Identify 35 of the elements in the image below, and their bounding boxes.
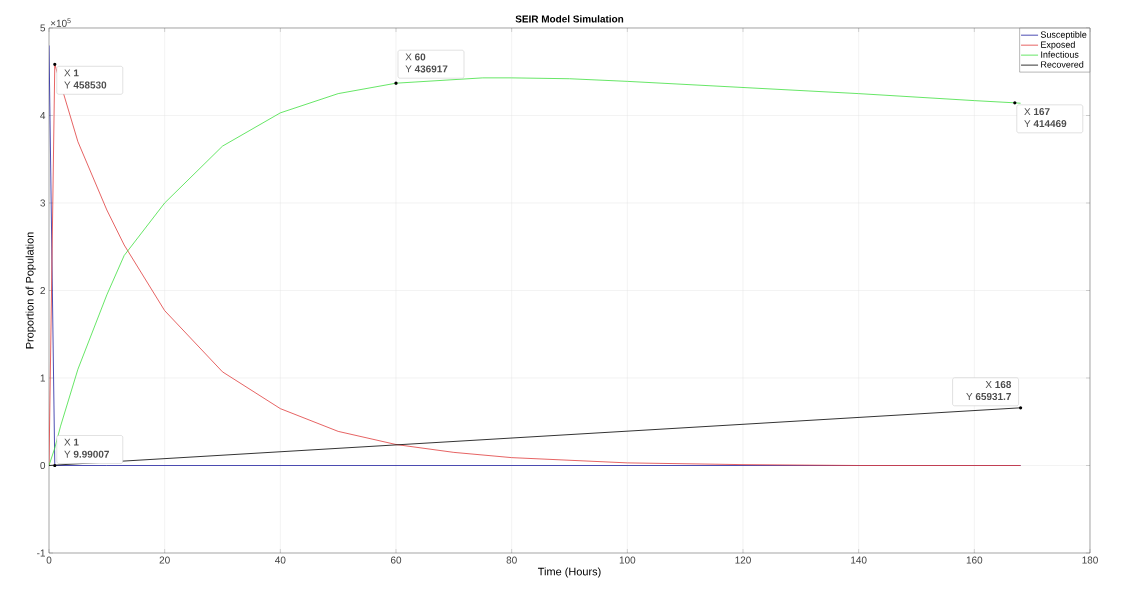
x-tick-label: 140 (851, 556, 867, 564)
y-tick-label: 2 (40, 287, 45, 294)
annotation: Y 9.99007 (64, 450, 109, 458)
y-tick-label: 3 (40, 199, 46, 207)
x-tick-label: 20 (159, 556, 170, 564)
annotation: X 167 (1024, 108, 1050, 116)
annotation: X 60 (405, 53, 426, 61)
annotation: Y 436917 (405, 65, 448, 73)
y-tick-label: 1 (40, 374, 45, 382)
annotation: Y 414469 (1024, 120, 1067, 128)
x-tick-label: 160 (966, 556, 983, 564)
chart-title: SEIR Model Simulation (515, 15, 624, 23)
x-tick-label: 80 (506, 556, 517, 564)
x-tick-label: 60 (390, 556, 402, 564)
annotation: X 168 (985, 381, 1012, 389)
y-axis-title: Proportion of Population (25, 232, 36, 349)
x-tick-label: 0 (46, 556, 52, 564)
annotation: Y 458530 (64, 81, 107, 89)
legend-label: Exposed (1041, 41, 1075, 50)
annotation: X 1 (64, 69, 79, 77)
y-tick-label: 0 (40, 461, 46, 470)
text: ×10$^{5}$ (50, 18, 71, 27)
annotation: Y 65931.7 (966, 393, 1011, 401)
x-tick-label: 120 (735, 556, 751, 564)
y-tick-label: 5 (40, 24, 46, 32)
legend-label: Infectious (1041, 51, 1079, 58)
legend-label: Susceptible (1040, 31, 1087, 40)
x-axis-title: Time (Hours) (537, 567, 601, 578)
x-tick-label: 100 (619, 556, 636, 564)
y-tick-label: 4 (40, 112, 46, 119)
x-tick-label: 40 (275, 556, 286, 564)
x-tick-label: 180 (1082, 556, 1098, 564)
y-tick-label: -1 (37, 549, 45, 557)
legend-label: Recovered (1041, 61, 1084, 68)
annotation: X 1 (64, 438, 79, 446)
